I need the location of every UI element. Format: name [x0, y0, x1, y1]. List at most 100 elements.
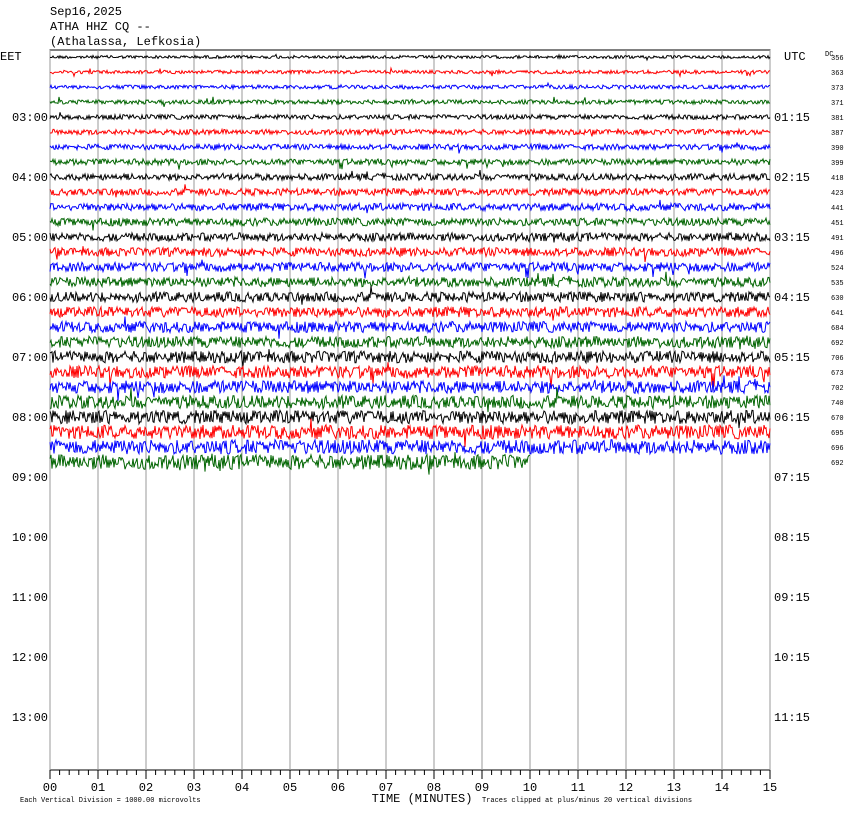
- dc-value: 423: [831, 190, 844, 198]
- trace: [49, 375, 771, 401]
- trace: [49, 438, 771, 456]
- dc-value: 630: [831, 295, 844, 303]
- x-tick-label: 15: [763, 781, 777, 795]
- right-time-label: 09:15: [774, 591, 810, 605]
- footer-right: Traces clipped at plus/minus 20 vertical…: [482, 797, 692, 805]
- trace: [49, 53, 771, 62]
- trace: [49, 112, 771, 122]
- left-time-label: 05:00: [12, 231, 48, 245]
- dc-value: 387: [831, 130, 844, 138]
- left-time-label: 07:00: [12, 351, 48, 365]
- x-tick-label: 04: [235, 781, 249, 795]
- trace: [49, 362, 771, 388]
- dc-value: 418: [831, 175, 844, 183]
- dc-value: 491: [831, 235, 844, 243]
- dc-value: 356: [831, 55, 844, 63]
- dc-value: 390: [831, 145, 844, 153]
- right-time-label: 11:15: [774, 711, 810, 725]
- dc-value: 451: [831, 220, 844, 228]
- trace: [49, 387, 771, 413]
- left-time-label: 12:00: [12, 651, 48, 665]
- title-location: (Athalassa, Lefkosia): [50, 35, 201, 49]
- left-time-label: 11:00: [12, 591, 48, 605]
- trace: [49, 246, 771, 263]
- plot-frame: [49, 49, 771, 771]
- x-tick-label: 09: [475, 781, 489, 795]
- left-time-label: 13:00: [12, 711, 48, 725]
- x-tick-label: 14: [715, 781, 729, 795]
- dc-value: 373: [831, 85, 844, 93]
- dc-value: 706: [831, 355, 844, 363]
- x-tick-label: 03: [187, 781, 201, 795]
- left-time-label: 09:00: [12, 471, 48, 485]
- right-time-label: 03:15: [774, 231, 810, 245]
- x-tick-label: 00: [43, 781, 57, 795]
- trace: [49, 452, 531, 475]
- trace: [49, 66, 771, 78]
- x-tick-label: 02: [139, 781, 153, 795]
- right-time-label: 08:15: [774, 531, 810, 545]
- trace: [49, 142, 771, 154]
- trace: [49, 184, 771, 198]
- x-tick-label: 11: [571, 781, 585, 795]
- dc-value: 696: [831, 445, 844, 453]
- dc-value: 695: [831, 430, 844, 438]
- x-axis-title: TIME (MINUTES): [372, 792, 473, 806]
- trace: [50, 127, 771, 138]
- dc-value: 371: [831, 100, 844, 108]
- x-tick-label: 05: [283, 781, 297, 795]
- trace: [49, 96, 771, 107]
- left-time-label: 10:00: [12, 531, 48, 545]
- right-time-label: 01:15: [774, 111, 810, 125]
- trace: [49, 157, 771, 170]
- trace: [49, 305, 771, 321]
- trace: [49, 408, 771, 429]
- right-time-label: 10:15: [774, 651, 810, 665]
- left-time-label: 03:00: [12, 111, 48, 125]
- x-tick-label: 01: [91, 781, 105, 795]
- dc-value: 363: [831, 70, 844, 78]
- title-date: Sep16,2025: [50, 5, 122, 19]
- trace: [49, 230, 771, 244]
- left-time-label: 08:00: [12, 411, 48, 425]
- trace: [49, 418, 771, 448]
- x-tick-label: 10: [523, 781, 537, 795]
- dc-value: 441: [831, 205, 844, 213]
- dc-value: 692: [831, 460, 844, 468]
- footer-left: Each Vertical Division = 1000.00 microvo…: [20, 797, 201, 805]
- left-axis-title: EET: [0, 50, 22, 64]
- right-time-label: 07:15: [774, 471, 810, 485]
- trace: [49, 81, 771, 91]
- trace: [49, 216, 771, 231]
- dc-title: DC: [825, 51, 833, 59]
- dc-value: 496: [831, 250, 844, 258]
- right-time-label: 05:15: [774, 351, 810, 365]
- dc-value: 535: [831, 280, 844, 288]
- dc-value: 673: [831, 370, 844, 378]
- trace: [49, 285, 771, 305]
- right-axis-title: UTC: [784, 50, 806, 64]
- right-time-label: 02:15: [774, 171, 810, 185]
- left-time-label: 04:00: [12, 171, 48, 185]
- dc-value: 524: [831, 265, 844, 273]
- dc-value: 692: [831, 340, 844, 348]
- dc-value: 399: [831, 160, 844, 168]
- dc-value: 702: [831, 385, 844, 393]
- dc-value: 684: [831, 325, 844, 333]
- right-time-label: 04:15: [774, 291, 810, 305]
- left-time-label: 06:00: [12, 291, 48, 305]
- dc-value: 740: [831, 400, 844, 408]
- trace: [49, 334, 771, 350]
- trace: [49, 349, 771, 368]
- x-tick-label: 07: [379, 781, 393, 795]
- x-tick-label: 08: [427, 781, 441, 795]
- right-time-label: 06:15: [774, 411, 810, 425]
- title-station: ATHA HHZ CQ --: [50, 20, 151, 34]
- x-tick-label: 12: [619, 781, 633, 795]
- dc-value: 641: [831, 310, 844, 318]
- dc-value: 381: [831, 115, 844, 123]
- trace: [49, 271, 771, 289]
- dc-value: 670: [831, 415, 844, 423]
- x-tick-label: 06: [331, 781, 345, 795]
